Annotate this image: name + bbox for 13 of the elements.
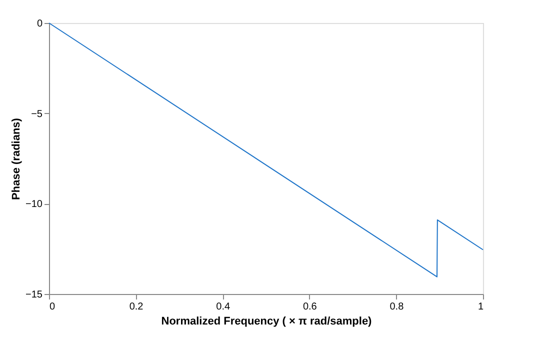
line-series — [48, 22, 484, 278]
x-axis-title: Normalized Frequency ( × π rad/sample) — [161, 316, 372, 328]
x-tick-label: 0.2 — [129, 302, 144, 312]
x-tick-label: 1 — [478, 302, 484, 312]
x-tick-label: 0.8 — [390, 302, 404, 312]
y-tick-label: −5 — [31, 108, 43, 120]
y-tick-label: −10 — [26, 199, 43, 210]
y-tick-label: 0 — [36, 18, 43, 30]
x-tick-label: 0 — [50, 302, 56, 312]
x-tick-label: 0.4 — [216, 302, 230, 312]
y-axis-title: Phase (radians) — [10, 118, 23, 200]
x-tick-label: 0.6 — [302, 302, 318, 312]
y-tick-label: −15 — [26, 290, 43, 300]
